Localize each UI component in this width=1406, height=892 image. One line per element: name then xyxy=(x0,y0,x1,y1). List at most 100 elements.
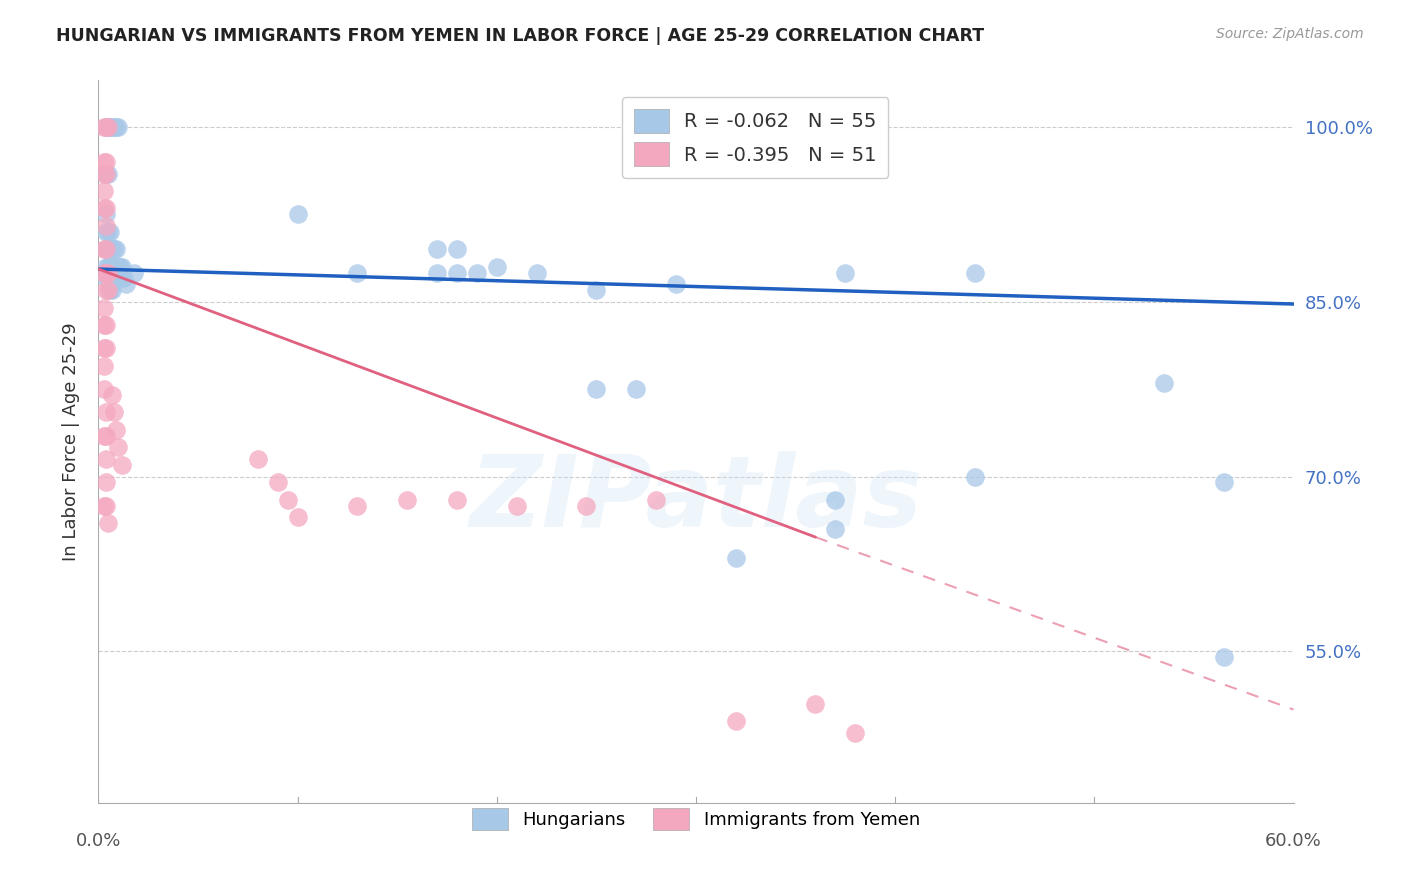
Point xyxy=(96,242,118,256)
Point xyxy=(97,120,120,134)
Point xyxy=(426,242,449,256)
Point xyxy=(124,266,146,280)
Point xyxy=(96,219,118,233)
Point xyxy=(824,522,846,536)
Point xyxy=(105,260,128,274)
Text: 0.0%: 0.0% xyxy=(76,832,121,850)
Text: Source: ZipAtlas.com: Source: ZipAtlas.com xyxy=(1216,27,1364,41)
Point xyxy=(105,120,128,134)
Point xyxy=(96,154,118,169)
Point xyxy=(665,277,688,292)
Point xyxy=(724,714,747,729)
Point xyxy=(446,492,468,507)
Point xyxy=(103,120,125,134)
Point xyxy=(824,492,846,507)
Point xyxy=(465,266,488,280)
Point xyxy=(526,266,548,280)
Point xyxy=(96,260,118,274)
Point xyxy=(101,283,124,297)
Y-axis label: In Labor Force | Age 25-29: In Labor Force | Age 25-29 xyxy=(62,322,80,561)
Point xyxy=(485,260,508,274)
Point xyxy=(1212,650,1234,665)
Point xyxy=(585,382,607,396)
Point xyxy=(1212,475,1234,490)
Point xyxy=(346,499,368,513)
Point xyxy=(111,458,134,472)
Point xyxy=(446,242,468,256)
Point xyxy=(96,318,118,332)
Point xyxy=(103,242,125,256)
Legend: Hungarians, Immigrants from Yemen: Hungarians, Immigrants from Yemen xyxy=(465,801,927,837)
Point xyxy=(93,359,115,373)
Point xyxy=(96,207,118,221)
Point xyxy=(626,382,648,396)
Point xyxy=(105,242,128,256)
Point xyxy=(834,266,856,280)
Point xyxy=(96,167,118,181)
Point xyxy=(506,499,529,513)
Point xyxy=(98,120,122,134)
Point xyxy=(963,469,986,483)
Point xyxy=(96,202,118,216)
Point xyxy=(93,341,115,355)
Point xyxy=(1153,376,1175,391)
Point xyxy=(93,242,115,256)
Point xyxy=(98,225,122,239)
Point xyxy=(93,499,115,513)
Point xyxy=(105,271,128,285)
Point xyxy=(107,441,129,455)
Point xyxy=(112,271,135,285)
Point xyxy=(107,120,129,134)
Text: 60.0%: 60.0% xyxy=(1265,832,1322,850)
Point xyxy=(111,260,134,274)
Point xyxy=(96,242,118,256)
Point xyxy=(575,499,598,513)
Point xyxy=(103,260,125,274)
Point xyxy=(446,266,468,280)
Point xyxy=(96,266,118,280)
Point xyxy=(98,260,122,274)
Point xyxy=(96,225,118,239)
Point xyxy=(103,405,125,419)
Point xyxy=(115,277,138,292)
Point xyxy=(287,207,309,221)
Point xyxy=(287,510,309,524)
Point xyxy=(93,120,115,134)
Point xyxy=(93,318,115,332)
Point xyxy=(396,492,419,507)
Point xyxy=(96,428,118,442)
Point xyxy=(97,283,120,297)
Point xyxy=(101,260,124,274)
Point xyxy=(97,516,120,530)
Point xyxy=(96,120,118,134)
Point xyxy=(105,423,128,437)
Point xyxy=(97,167,120,181)
Point xyxy=(93,266,115,280)
Point xyxy=(93,202,115,216)
Point xyxy=(585,283,607,297)
Point xyxy=(724,551,747,566)
Point xyxy=(93,167,115,181)
Point xyxy=(97,260,120,274)
Point xyxy=(93,154,115,169)
Point xyxy=(96,167,118,181)
Point xyxy=(97,120,120,134)
Point xyxy=(101,388,124,402)
Point xyxy=(98,283,122,297)
Point xyxy=(96,475,118,490)
Text: HUNGARIAN VS IMMIGRANTS FROM YEMEN IN LABOR FORCE | AGE 25-29 CORRELATION CHART: HUNGARIAN VS IMMIGRANTS FROM YEMEN IN LA… xyxy=(56,27,984,45)
Point xyxy=(93,382,115,396)
Point xyxy=(93,301,115,315)
Point xyxy=(96,120,118,134)
Point xyxy=(101,242,124,256)
Point xyxy=(426,266,449,280)
Point xyxy=(96,452,118,467)
Point xyxy=(97,242,120,256)
Point xyxy=(346,266,368,280)
Point xyxy=(107,260,129,274)
Point xyxy=(267,475,290,490)
Point xyxy=(96,271,118,285)
Point xyxy=(97,266,120,280)
Point xyxy=(97,271,120,285)
Text: ZIPatlas: ZIPatlas xyxy=(470,450,922,548)
